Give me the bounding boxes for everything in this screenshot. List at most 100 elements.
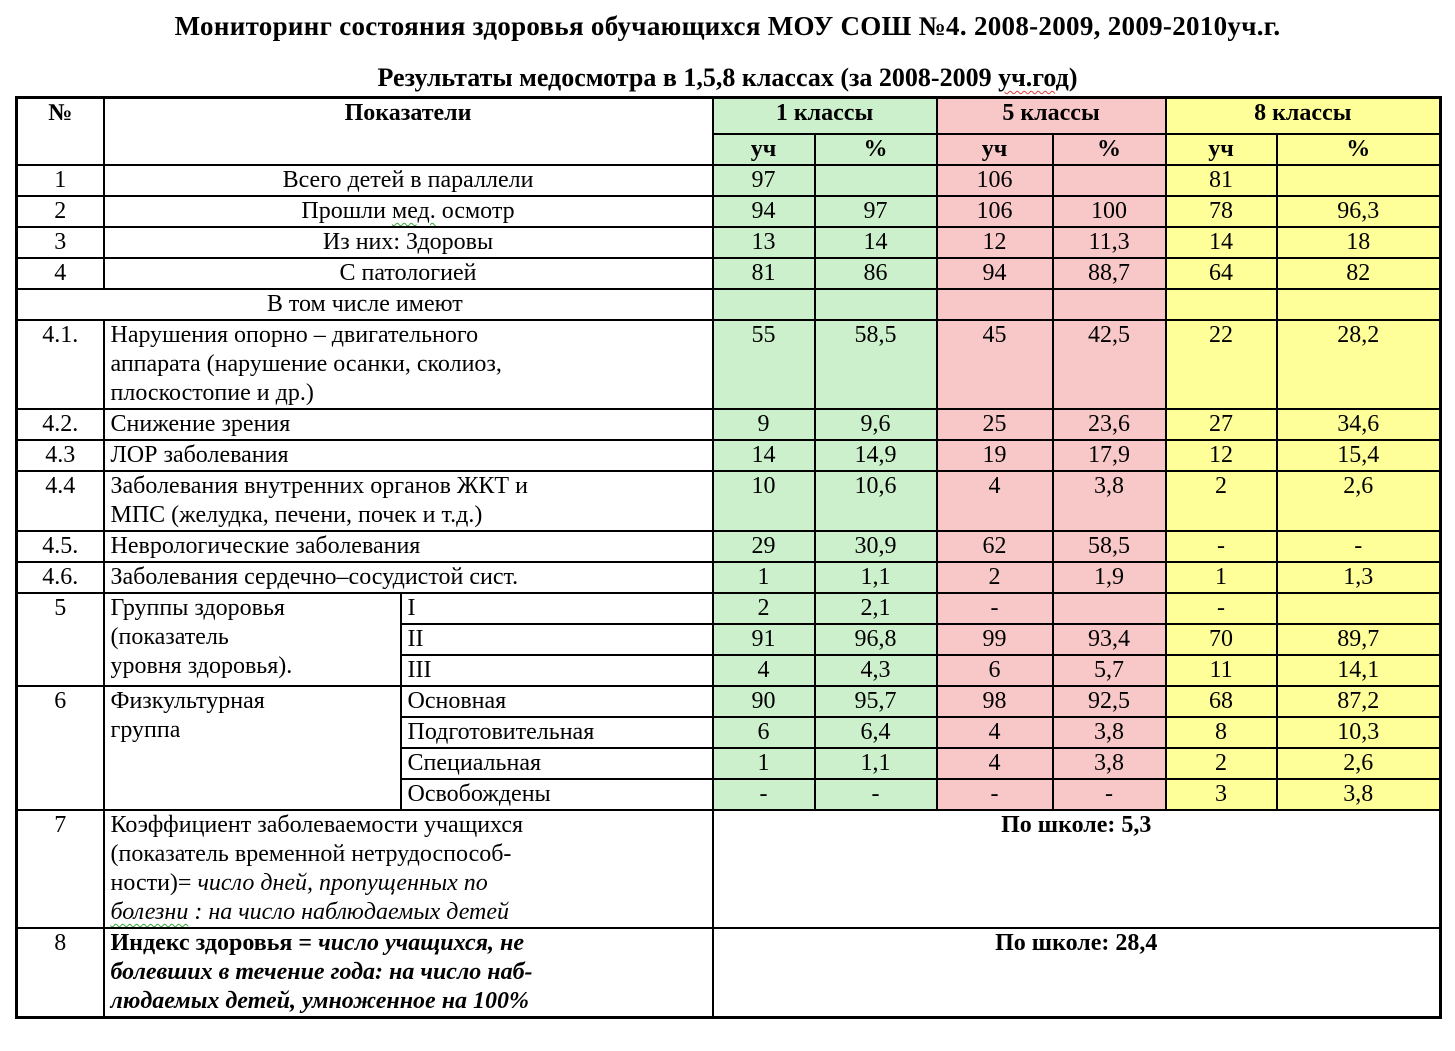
value-cell: 93,4 [1051, 623, 1167, 656]
value-cell: 106 [935, 164, 1054, 197]
value-cell: 96,3 [1275, 195, 1442, 228]
value-cell: 28,2 [1275, 319, 1442, 410]
indicator-cell: Из них: Здоровы [102, 226, 714, 259]
row-number-cell: 4.4 [15, 470, 105, 532]
subcol-uch: уч [711, 133, 816, 166]
value-cell: 6 [711, 716, 816, 749]
row-number-cell: 7 [15, 809, 105, 929]
value-cell [1051, 288, 1167, 321]
table-row: В том числе имеют [15, 288, 1442, 321]
value-cell: 29 [711, 530, 816, 563]
subgroup-label-cell: III [399, 654, 714, 687]
table-caption: Результаты медосмотра в 1,5,8 классах (з… [0, 63, 1455, 93]
row-number-cell: 5 [15, 592, 105, 687]
value-cell: 12 [935, 226, 1054, 259]
indicator-cell: Нарушения опорно – двигательного аппарат… [102, 319, 714, 410]
table-header: № Показатели 1 классы 5 классы 8 классы уч% уч… [15, 96, 1442, 166]
value-cell: 88,7 [1051, 257, 1167, 290]
value-cell: 2 [1164, 470, 1278, 532]
value-cell: 89,7 [1275, 623, 1442, 656]
table-row: 2 Прошли мед. осмотр 94 97 106 100 78 96,3 [15, 195, 1442, 228]
value-cell: 9,6 [813, 408, 938, 441]
indicator-cell: ЛОР заболевания [102, 439, 714, 472]
value-cell: 13 [711, 226, 816, 259]
value-cell: 64 [1164, 257, 1278, 290]
indicator-cell: Прошли мед. осмотр [102, 195, 714, 228]
value-cell: - [1051, 778, 1167, 811]
value-cell: 14 [813, 226, 938, 259]
value-cell: 1 [1164, 561, 1278, 594]
row-number-cell: 1 [15, 164, 105, 197]
value-cell: 42,5 [1051, 319, 1167, 410]
value-cell: 97 [813, 195, 938, 228]
indicator-cell: Снижение зрения [102, 408, 714, 441]
value-cell [1164, 288, 1278, 321]
medical-results-table: № Показатели 1 классы 5 классы 8 классы уч% уч… [15, 96, 1443, 1019]
value-cell: 87,2 [1275, 685, 1442, 718]
value-cell: 18 [1275, 226, 1442, 259]
subgroup-label-cell: Подготовительная [399, 716, 714, 749]
value-cell: 2 [711, 592, 816, 625]
value-cell: 22 [1164, 319, 1278, 410]
value-cell: 4 [711, 654, 816, 687]
value-cell: 30,9 [813, 530, 938, 563]
label-segment: Прошли [301, 198, 392, 224]
row-number-cell: 2 [15, 195, 105, 228]
value-cell: 6 [935, 654, 1054, 687]
row-number-cell: 6 [15, 685, 105, 811]
value-cell: 3 [1164, 778, 1278, 811]
value-cell: - [935, 592, 1054, 625]
value-cell: 58,5 [1051, 530, 1167, 563]
section-label-cell: В том числе имеют [15, 288, 714, 321]
value-cell: 2,6 [1275, 470, 1442, 532]
table-row: Освобождены - - - -3 3,8 [17, 778, 1442, 811]
table-row: 4.4 Заболевания внутренних органов ЖКТ и … [15, 470, 1442, 532]
table-row: 4.1. Нарушения опорно – двигательного апп… [15, 319, 1442, 410]
label-segment: ) [1068, 63, 1078, 92]
table-row: 3 Из них: Здоровы 13 14 12 11,3 14 18 [15, 226, 1442, 259]
value-cell: 4 [935, 470, 1054, 532]
value-cell: - [1164, 592, 1278, 625]
value-cell: 5,7 [1051, 654, 1167, 687]
subgroup-label-cell: Специальная [399, 747, 714, 780]
header-row-subcolumns: уч% уч% уч% [17, 133, 1442, 166]
col-header-grade-5: 5 классы [935, 96, 1167, 135]
value-cell [1275, 592, 1442, 625]
value-cell: 3,8 [1051, 716, 1167, 749]
value-cell: 55 [711, 319, 816, 410]
value-cell: 8 [1164, 716, 1278, 749]
subgroup-label-cell: I [399, 592, 714, 625]
value-cell: - [813, 778, 938, 811]
table-row: II 91 96,8 99 93,4 70 89,7 [17, 623, 1442, 656]
value-cell: 27 [1164, 408, 1278, 441]
label-segment: болезни [110, 899, 189, 925]
table-row: 4.3 ЛОР заболевания 14 14,9 19 17,9 12 15,4 [15, 439, 1442, 472]
row-number-cell: 8 [15, 927, 105, 1019]
label-segment: Результаты медосмотра в 1,5,8 классах (з… [377, 63, 999, 92]
value-cell: 106 [935, 195, 1054, 228]
subcol-uch: уч [1164, 133, 1278, 166]
label-segment: осмотр [435, 198, 515, 224]
value-cell: 3,8 [1051, 747, 1167, 780]
value-cell: 2,1 [813, 592, 938, 625]
table-row: III 4 4,3 6 5,7 11 14,1 [17, 654, 1442, 687]
school-result-cell: По школе: 28,4 [711, 927, 1442, 1019]
value-cell [935, 288, 1054, 321]
table-row: 7 Коэффициент заболеваемости учащихся (по… [15, 809, 1442, 929]
value-cell: 12 [1164, 439, 1278, 472]
value-cell: 91 [711, 623, 816, 656]
value-cell: 95,7 [813, 685, 938, 718]
value-cell: - [1164, 530, 1278, 563]
value-cell: 34,6 [1275, 408, 1442, 441]
value-cell: 1 [711, 747, 816, 780]
value-cell: 14,9 [813, 439, 938, 472]
table-row: Специальная 1 1,1 4 3,8 2 2,6 [17, 747, 1442, 780]
value-cell: 82 [1275, 257, 1442, 290]
row-number-cell: 3 [15, 226, 105, 259]
value-cell: 94 [935, 257, 1054, 290]
value-cell: 11,3 [1051, 226, 1167, 259]
label-segment: мед. [392, 198, 436, 224]
table-row: 6 Физкультурная группа Основная 90 95,7 98 92,… [15, 685, 1442, 811]
document-title: Мониторинг состояния здоровья обучающихс… [174, 11, 1281, 41]
